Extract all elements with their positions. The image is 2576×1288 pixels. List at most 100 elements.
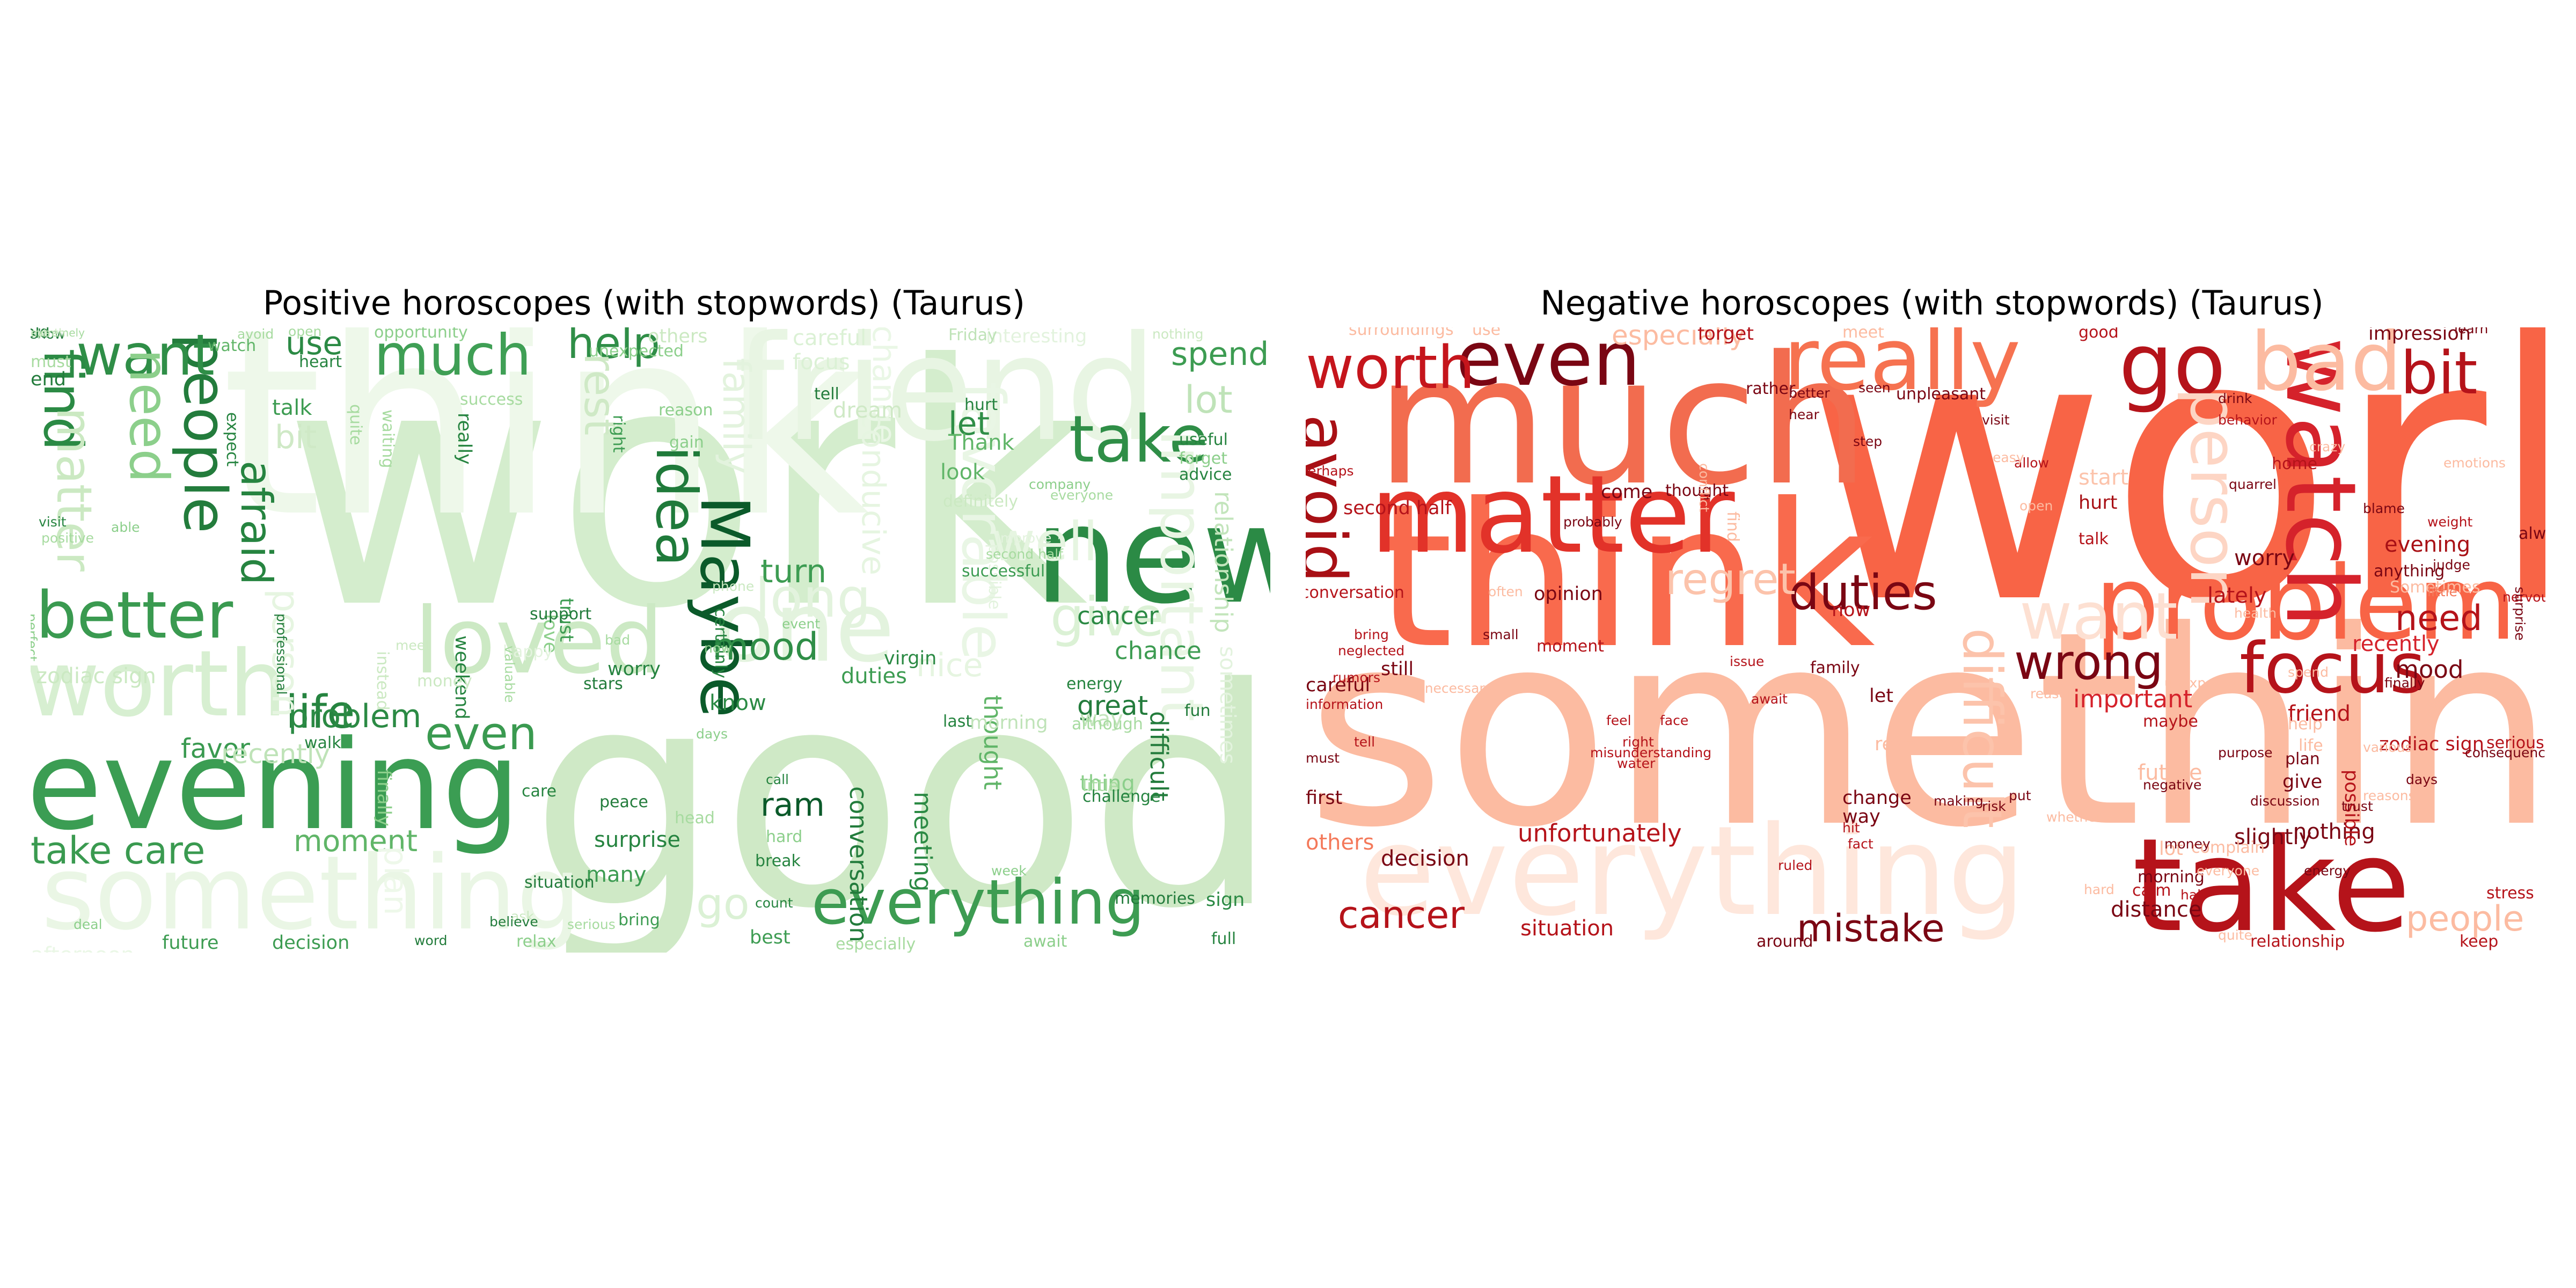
left-word-surprise: surprise [594, 828, 681, 852]
right-word-bit: bit [2401, 339, 2478, 407]
left-word-month: month [31, 327, 65, 339]
right-word-thought: thought [1665, 481, 1729, 500]
left-word-talk: talk [272, 396, 312, 420]
right-word-moment: moment [1536, 637, 1605, 656]
left-word-well: well [991, 510, 1098, 573]
right-word-quarrel: quarrel [2229, 477, 2277, 492]
right-word-still: still [1381, 658, 1414, 680]
left-word-perfect: perfect [31, 613, 40, 662]
left-word-now: now [704, 640, 732, 656]
left-word-watch: watch [208, 336, 257, 355]
left-word-problem: problem [288, 698, 422, 735]
left-word-call: call [766, 772, 789, 787]
left-word-must: must [31, 353, 71, 371]
right-word-must: must [1306, 750, 1340, 766]
left-word-look: look [940, 460, 985, 485]
negative-panel: Negative horoscopes (with stopwords) (Ta… [1288, 0, 2576, 1288]
right-word-slightly: slightly [2234, 825, 2312, 850]
left-word-event: event [782, 616, 821, 632]
right-word-bring: bring [1354, 627, 1389, 642]
right-word-complain: complain [2191, 838, 2265, 857]
right-word-change: change [1842, 787, 1912, 809]
left-word-useful: useful [1179, 430, 1228, 449]
right-word-visit: visit [1982, 412, 2010, 428]
right-word-always: always [2519, 524, 2545, 543]
negative-word-cloud: worksomethingthinkmuch everything take matt… [1306, 327, 2545, 953]
right-word-anything: anything [2374, 562, 2445, 581]
right-word-purpose: purpose [2218, 745, 2273, 760]
right-word-emotions: emotions [2443, 455, 2506, 471]
left-word-quite: quite [346, 404, 365, 445]
right-word-consequences: consequences [2465, 745, 2545, 760]
right-word-quite: quite [2218, 927, 2252, 943]
right-word-first: first [1306, 787, 1343, 809]
left-word-phone: phone [712, 579, 755, 594]
right-word-days: days [2406, 772, 2438, 787]
right-word-energy: energy [2304, 863, 2351, 879]
left-word-bit: bit [275, 419, 317, 456]
right-word-various: various [2363, 740, 2412, 755]
left-word-although: although [1072, 715, 1143, 734]
right-word-probably: probably [1563, 514, 1622, 530]
right-word-others: others [1306, 830, 1374, 855]
right-word-trust: trust [2341, 799, 2373, 814]
right-word-small: small [1483, 627, 1519, 642]
right-word-spend: spend [2288, 664, 2329, 680]
left-word-turn: turn [760, 553, 827, 590]
right-word-morning: morning [2138, 868, 2205, 887]
left-word-walk: walk [304, 734, 341, 752]
left-word-last: last [943, 712, 972, 731]
right-word-easy: easy [1993, 450, 2024, 465]
left-word-great: great [1077, 690, 1148, 721]
right-word-sometimes: Sometimes [2390, 578, 2480, 597]
left-word-matter: matter [46, 407, 102, 572]
right-word-now: now [1832, 599, 1871, 621]
right-word-information: information [1306, 697, 1384, 712]
left-word-focus: focus [793, 350, 850, 375]
left-word-everyone: everyone [1050, 487, 1114, 503]
right-word-allow: allow [2014, 455, 2049, 471]
right-word-calm: calm [2132, 881, 2171, 900]
left-word-definitely: definitely [943, 492, 1019, 511]
right-word-impression: impression [2368, 327, 2471, 345]
right-word-right: right [1622, 734, 1654, 750]
left-word-use: use [286, 327, 343, 362]
right-word-unfortunately: unfortunately [1518, 819, 1682, 847]
right-word-everything: everything [1359, 800, 2026, 943]
left-word-tell: tell [814, 385, 839, 404]
right-word-unpleasant: unpleasant [1896, 385, 1986, 404]
right-word-zodiac-sign: zodiac sign [2379, 734, 2484, 755]
left-word-sign: sign [1206, 889, 1245, 911]
right-word-seen: seen [1858, 380, 1891, 396]
left-word-care: care [522, 782, 557, 801]
right-word-give: give [2282, 771, 2323, 793]
right-word-hard: hard [2084, 882, 2114, 897]
left-word-zodiac-sign: zodiac sign [36, 664, 156, 689]
left-word-instead: instead [373, 651, 392, 711]
left-word-take: take [1069, 402, 1209, 477]
right-word-unexpected: unexpected [2164, 675, 2244, 691]
left-word-waiting: waiting [378, 409, 397, 469]
right-word-problem: problem [2095, 544, 2517, 663]
right-word-water: water [1617, 756, 1656, 771]
right-word-discussion: discussion [2250, 793, 2320, 809]
right-word-keep: keep [2460, 932, 2499, 951]
left-word-successful: successful [962, 562, 1045, 581]
right-word-think: think [1375, 462, 1876, 692]
left-word-relax: relax [516, 932, 557, 951]
right-word-lately: lately [2207, 583, 2267, 608]
left-word-friday: Friday [948, 327, 997, 345]
right-word-issue: issue [1730, 654, 1765, 669]
left-word-others: others [648, 327, 708, 347]
right-word-rather: rather [1746, 379, 1796, 398]
left-word-valuable: valuable [502, 646, 517, 703]
left-word-support: support [530, 605, 592, 624]
right-word-learn: learn [2454, 327, 2489, 336]
right-word-face: face [1660, 713, 1689, 728]
right-word-worry: worry [2234, 546, 2295, 570]
left-word-memories: memories [1115, 889, 1196, 908]
left-word-improve: improve [997, 530, 1052, 546]
left-word-think: think [221, 327, 869, 574]
right-word-decision: decision [1381, 846, 1469, 871]
left-word-meeting: meeting [909, 792, 937, 892]
